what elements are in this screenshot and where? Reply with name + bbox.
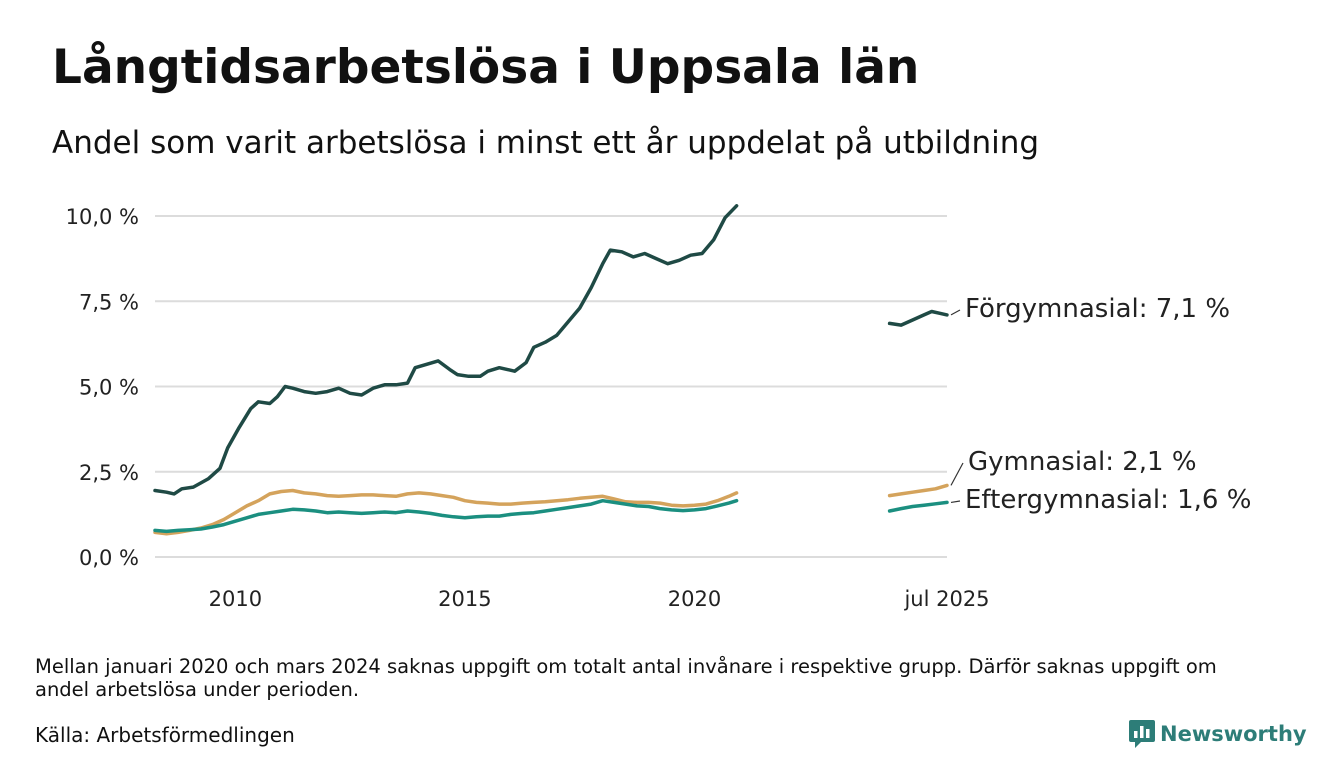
y-tick-label: 5,0 % — [79, 376, 139, 400]
label-connector — [950, 500, 961, 504]
x-tick-label: 2015 — [438, 587, 491, 611]
series-end-label: Förgymnasial: 7,1 % — [965, 294, 1230, 324]
label-connector — [950, 462, 964, 486]
series-line-gymnasial — [153, 483, 949, 536]
series-end-label: Eftergymnasial: 1,6 % — [965, 485, 1251, 515]
line-chart: 0,0 % 2,5 % 5,0 % 7,5 % 10,0 % 2010 2015 2020 j… — [66, 204, 1251, 611]
x-tick-label: 2020 — [668, 587, 721, 611]
series-line-eftergymnasial — [153, 498, 949, 534]
y-tick-label: 2,5 % — [79, 461, 139, 485]
y-tick-label: 7,5 % — [79, 290, 139, 314]
chart-title: Långtidsarbetslösa i Uppsala län — [52, 40, 920, 95]
x-axis-ticks: 2010 2015 2020 jul 2025 — [209, 587, 990, 611]
brand-logo[interactable]: Newsworthy — [1129, 718, 1307, 750]
y-tick-label: 10,0 % — [66, 205, 139, 229]
series-end-labels: Förgymnasial: 7,1 % Gymnasial: 2,1 % Efter… — [950, 294, 1251, 515]
gridlines — [155, 215, 947, 558]
x-tick-label: 2010 — [209, 587, 262, 611]
newsworthy-logo-icon — [1129, 720, 1155, 748]
footnote: Mellan januari 2020 och mars 2024 saknas… — [35, 655, 1217, 701]
label-connector — [950, 309, 961, 316]
series-end-label: Gymnasial: 2,1 % — [968, 447, 1197, 477]
series-lines — [153, 204, 949, 536]
x-tick-label: jul 2025 — [903, 587, 989, 611]
brand-name: Newsworthy — [1160, 722, 1307, 746]
y-tick-label: 0,0 % — [79, 546, 139, 570]
y-axis-ticks: 0,0 % 2,5 % 5,0 % 7,5 % 10,0 % — [66, 205, 139, 570]
chart-subtitle: Andel som varit arbetslösa i minst ett å… — [52, 125, 1040, 161]
series-line-förgymnasial — [153, 204, 949, 496]
source-line: Källa: Arbetsförmedlingen — [35, 723, 295, 747]
